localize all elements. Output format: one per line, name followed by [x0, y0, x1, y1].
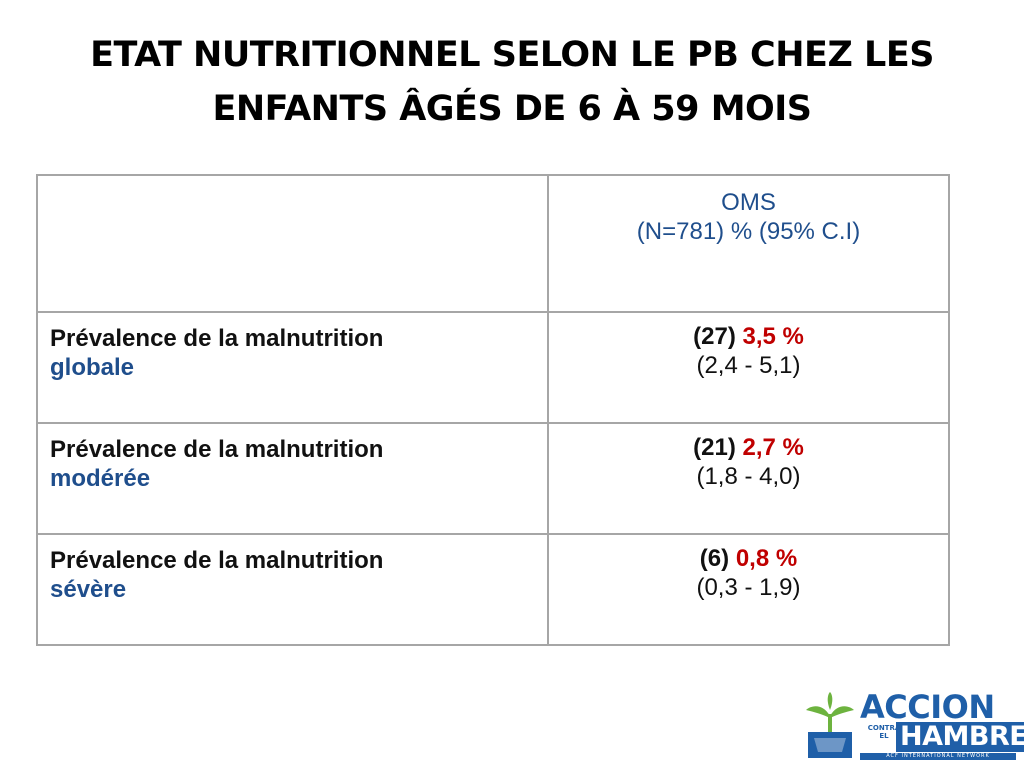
row-label-cell: Prévalence de la malnutrition modérée [36, 422, 549, 535]
table-row: Prévalence de la malnutrition modérée (2… [36, 422, 950, 535]
table-header-row: OMS (N=781) % (95% C.I) [36, 174, 950, 313]
row-label-cell: Prévalence de la malnutrition sévère [36, 533, 549, 646]
plant-hand-logo-icon [806, 692, 854, 758]
row-confidence-interval: (0,3 - 1,9) [696, 574, 801, 601]
row-label-cell: Prévalence de la malnutrition globale [36, 311, 549, 424]
row-label-highlight: sévère [50, 576, 127, 603]
row-label-highlight: modérée [50, 465, 151, 492]
table-row: Prévalence de la malnutrition sévère (6)… [36, 533, 950, 646]
row-percent: 2,7 % [742, 434, 804, 461]
header-n-ci: (N=781) % (95% C.I) [636, 218, 861, 245]
row-label: Prévalence de la malnutrition [50, 325, 384, 352]
row-confidence-interval: (1,8 - 4,0) [696, 463, 801, 490]
row-percent: 3,5 % [742, 323, 804, 350]
logo-tagline: ACF INTERNATIONAL NETWORK [860, 753, 1016, 760]
row-confidence-interval: (2,4 - 5,1) [696, 352, 801, 379]
row-value-cell: (6) 0,8 % (0,3 - 1,9) [547, 533, 950, 646]
row-count: (6) [699, 545, 730, 572]
logo-hambre-text: HAMBRE [896, 722, 1024, 752]
table-row: Prévalence de la malnutrition globale (2… [36, 311, 950, 424]
row-count: (27) [693, 323, 736, 350]
header-oms: OMS [721, 189, 776, 216]
row-label-highlight: globale [50, 354, 135, 381]
title-line-1: ETAT NUTRITIONNEL SELON LE PB CHEZ LES [90, 35, 934, 75]
row-percent: 0,8 % [735, 545, 798, 572]
row-value-cell: (21) 2,7 % (1,8 - 4,0) [547, 422, 950, 535]
header-label-cell [36, 174, 549, 313]
logo-accion-text: ACCION [860, 688, 995, 726]
row-label: Prévalence de la malnutrition [50, 436, 384, 463]
nutrition-table: OMS (N=781) % (95% C.I) Prévalence de la… [36, 174, 950, 646]
title-line-2: ENFANTS ÂGÉS DE 6 À 59 MOIS [212, 89, 812, 129]
row-label: Prévalence de la malnutrition [50, 547, 384, 574]
header-value-cell: OMS (N=781) % (95% C.I) [547, 174, 950, 313]
page-title: ETAT NUTRITIONNEL SELON LE PB CHEZ LES E… [30, 28, 994, 136]
row-count: (21) [693, 434, 736, 461]
acf-logo: ACCION CONTRA EL HAMBRE ACF INTERNATIONA… [804, 688, 1024, 762]
row-value-cell: (27) 3,5 % (2,4 - 5,1) [547, 311, 950, 424]
logo-contra-text: CONTRA EL [867, 724, 901, 740]
